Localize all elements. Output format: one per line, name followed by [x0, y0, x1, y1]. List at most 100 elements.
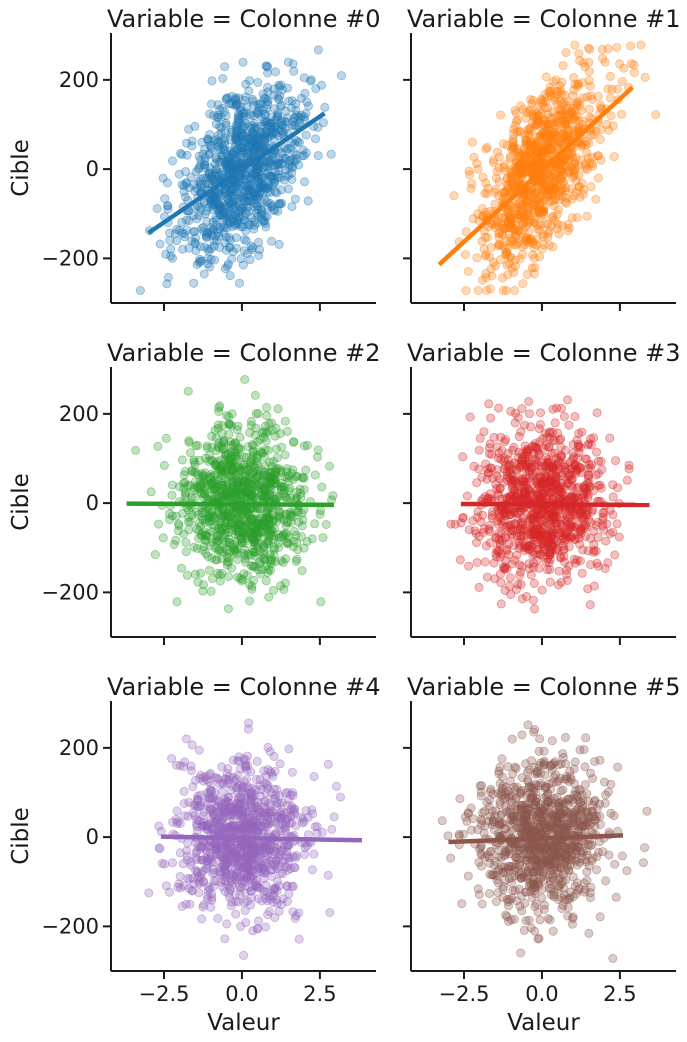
scatter-point: [248, 131, 258, 141]
scatter-point: [224, 538, 234, 548]
scatter-point: [254, 519, 264, 529]
scatter-point: [242, 765, 252, 775]
scatter-point: [233, 112, 243, 122]
scatter-point: [230, 220, 240, 230]
scatter-point: [214, 157, 224, 167]
scatter-point: [219, 185, 229, 195]
scatter-point: [256, 177, 266, 187]
scatter-point: [595, 134, 605, 144]
scatter-point: [253, 168, 263, 178]
scatter-point: [561, 48, 571, 58]
scatter-point: [225, 235, 235, 245]
scatter-point: [225, 198, 235, 208]
scatter-point: [593, 151, 603, 161]
scatter-point: [221, 522, 231, 532]
scatter-point: [220, 62, 230, 72]
scatter-point: [320, 102, 330, 112]
scatter-point: [514, 168, 524, 178]
scatter-point: [219, 107, 229, 117]
scatter-point: [584, 43, 594, 53]
scatter-point: [312, 452, 322, 462]
scatter-point: [174, 169, 184, 179]
scatter-point: [557, 403, 567, 413]
scatter-point: [569, 191, 579, 201]
scatter-point: [167, 156, 177, 166]
scatter-point: [281, 106, 291, 116]
scatter-point: [568, 172, 578, 182]
scatter-point: [213, 137, 223, 147]
scatter-point: [273, 404, 283, 414]
scatter-point: [256, 785, 266, 795]
scatter-point: [254, 183, 264, 193]
scatter-point: [480, 557, 490, 567]
scatter-point: [252, 167, 262, 177]
scatter-point: [274, 124, 284, 134]
scatter-point: [261, 222, 271, 232]
scatter-point: [289, 437, 299, 447]
scatter-point: [176, 563, 186, 573]
scatter-point: [261, 93, 271, 103]
scatter-point: [265, 118, 275, 128]
scatter-point: [572, 461, 582, 471]
scatter-point: [506, 215, 516, 225]
scatter-point: [260, 218, 270, 228]
scatter-point: [200, 153, 210, 163]
scatter-point: [262, 104, 272, 114]
scatter-point: [251, 194, 261, 204]
scatter-point: [231, 140, 241, 150]
scatter-point: [246, 185, 256, 195]
scatter-point: [240, 174, 250, 184]
scatter-point: [260, 445, 270, 455]
scatter-point: [155, 844, 165, 854]
scatter-point: [267, 181, 277, 191]
scatter-point: [249, 199, 259, 209]
scatter-point: [280, 416, 290, 426]
scatter-point: [204, 168, 214, 178]
scatter-point: [514, 432, 524, 442]
scatter-point: [163, 201, 173, 211]
scatter-point: [617, 77, 627, 87]
scatter-point: [215, 210, 225, 220]
scatter-point: [467, 137, 477, 147]
scatter-point: [474, 445, 484, 455]
scatter-point: [557, 99, 567, 109]
scatter-point: [225, 135, 235, 145]
scatter-point: [135, 285, 145, 295]
scatter-point: [226, 209, 236, 219]
scatter-point: [231, 546, 241, 556]
scatter-point: [294, 112, 304, 122]
scatter-point: [226, 186, 236, 196]
scatter-point: [570, 40, 580, 50]
facet-panel-1: Variable = Colonne #1: [403, 5, 681, 311]
scatter-point: [235, 176, 245, 186]
scatter-point: [227, 190, 237, 200]
scatter-point: [230, 135, 240, 145]
scatter-point: [207, 553, 217, 563]
scatter-point: [541, 514, 551, 524]
scatter-point: [233, 118, 243, 128]
scatter-point: [259, 471, 269, 481]
scatter-point: [224, 213, 234, 223]
scatter-point: [548, 128, 558, 138]
scatter-point: [266, 123, 276, 133]
scatter-point: [253, 172, 263, 182]
scatter-point: [601, 536, 611, 546]
scatter-point: [501, 533, 511, 543]
scatter-point: [235, 206, 245, 216]
scatter-point: [548, 541, 558, 551]
scatter-point: [251, 174, 261, 184]
scatter-point: [220, 238, 230, 248]
scatter-point: [473, 285, 483, 295]
scatter-point: [220, 934, 230, 944]
scatter-point: [307, 534, 317, 544]
scatter-point: [224, 216, 234, 226]
scatter-point: [529, 578, 539, 588]
scatter-point: [238, 123, 248, 133]
scatter-point: [290, 120, 300, 130]
scatter-point: [306, 75, 316, 85]
scatter-point: [237, 128, 247, 138]
scatter-point: [548, 404, 558, 414]
scatter-point: [211, 152, 221, 162]
